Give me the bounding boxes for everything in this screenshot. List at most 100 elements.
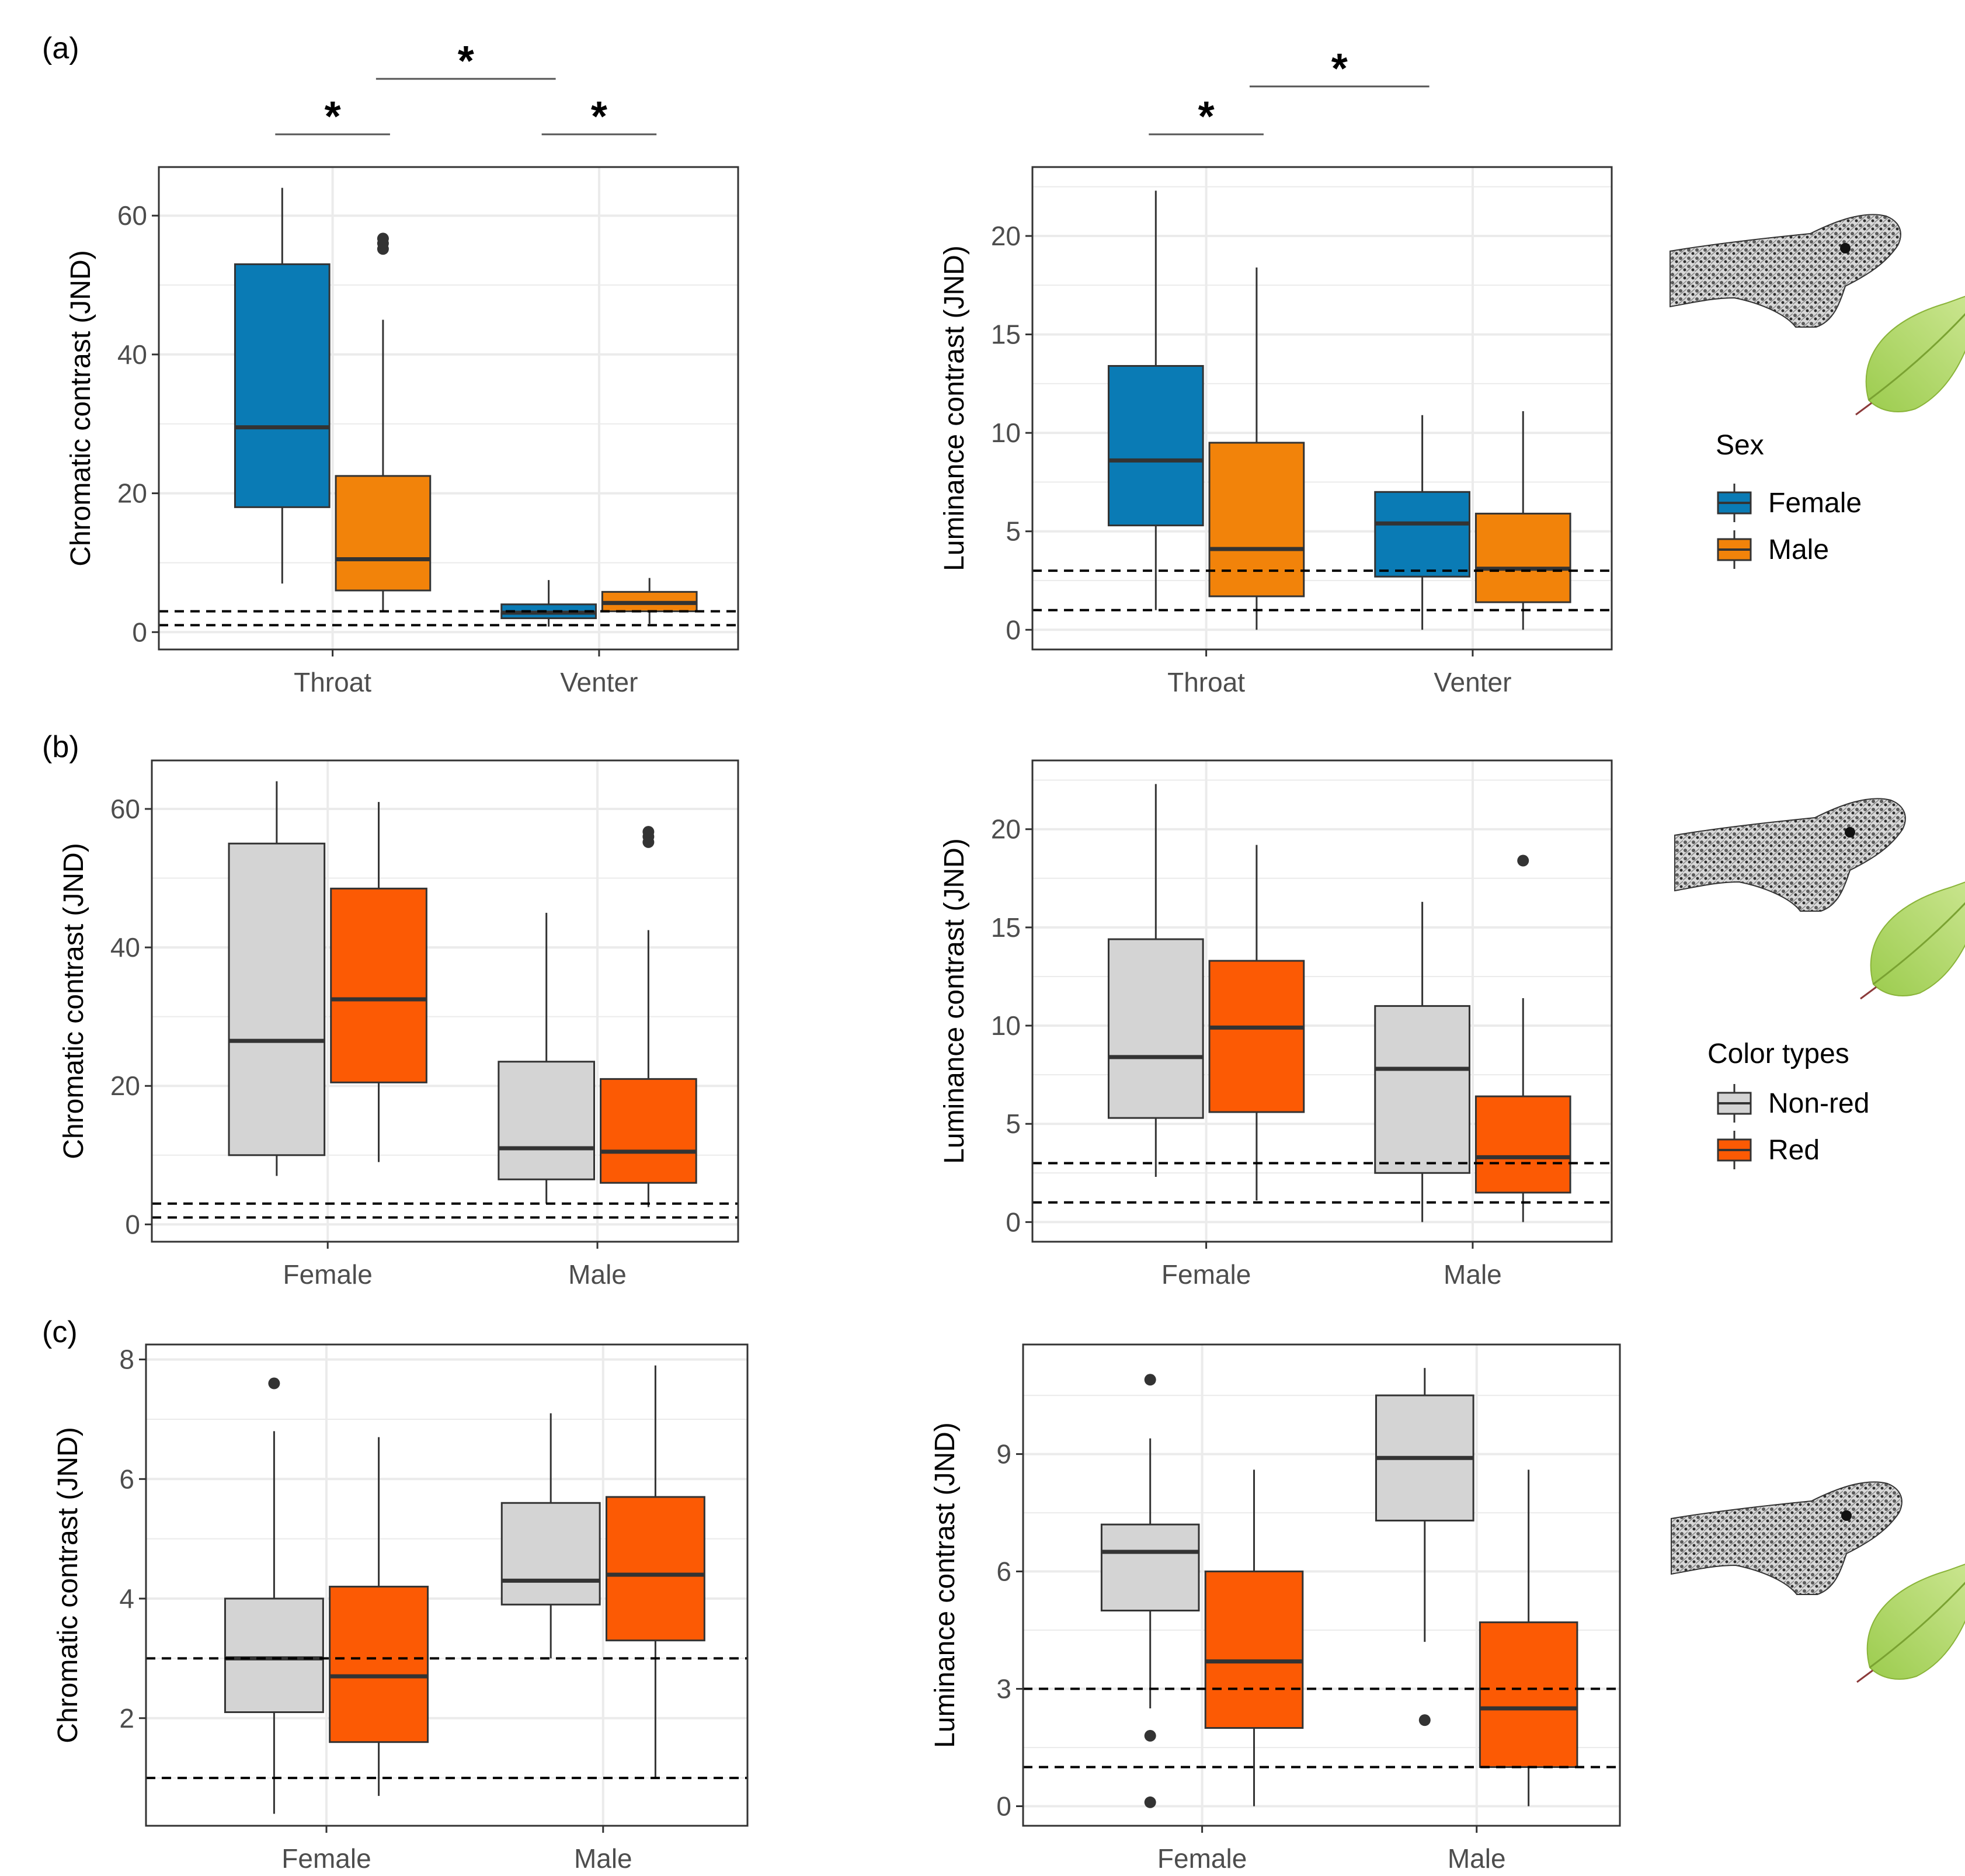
y-tick-label: 10: [991, 418, 1021, 448]
box-male-red: [600, 826, 697, 1207]
x-tick-label: Male: [1448, 1843, 1506, 1874]
outlier-point: [1418, 1714, 1431, 1726]
y-axis-title: Chromatic contrast (JND): [65, 250, 96, 566]
outlier-point: [642, 826, 655, 838]
box-venter-female: [500, 580, 597, 627]
y-tick-label: 2: [119, 1703, 134, 1733]
y-tick-label: 3: [996, 1674, 1011, 1704]
box-venter-male: [1474, 411, 1571, 630]
y-tick-label: 10: [991, 1010, 1021, 1041]
box-iqr: [330, 887, 427, 1083]
box-iqr: [498, 1061, 596, 1180]
significance-star: *: [458, 38, 474, 85]
box-iqr: [1374, 491, 1470, 578]
outlier-point: [1144, 1796, 1156, 1808]
box-iqr: [1474, 1095, 1571, 1194]
box-female-non-red: [1100, 1374, 1200, 1808]
legend-label-nonred: Non-red: [1768, 1088, 1869, 1119]
box-male-red: [1479, 1469, 1578, 1806]
plot-border: [1031, 166, 1613, 651]
x-tick-label: Venter: [560, 667, 638, 697]
box-iqr: [1479, 1621, 1578, 1769]
y-tick-label: 60: [117, 200, 147, 231]
x-tick-label: Throat: [294, 667, 371, 697]
plot-border: [145, 1343, 749, 1827]
plot-a-luminance: 0 5 10 15 20 Throat Venter Luminance contrast (…: [939, 46, 1613, 697]
box-iqr: [234, 263, 331, 508]
box-venter-female: [1374, 415, 1470, 630]
box-iqr: [600, 1078, 697, 1184]
plot-border: [158, 166, 739, 651]
x-tick-label: Female: [1161, 1259, 1251, 1290]
y-tick-label: 6: [119, 1464, 134, 1494]
y-tick-label: 60: [110, 794, 140, 824]
x-tick-label: Female: [283, 1259, 373, 1290]
significance-star: *: [325, 93, 341, 140]
lizard-leaf-illustration: [1669, 213, 1965, 416]
box-female-non-red: [228, 781, 326, 1176]
legend-color-types-title: Color types: [1707, 1038, 1849, 1069]
legend-key-red: [1717, 1131, 1752, 1169]
box-iqr: [1208, 960, 1305, 1113]
outlier-point: [268, 1377, 280, 1389]
y-tick-label: 5: [1006, 1109, 1021, 1139]
box-iqr: [224, 1597, 324, 1714]
y-tick-label: 40: [117, 339, 147, 370]
panel-label-a: (a): [42, 32, 79, 65]
outlier-point: [1144, 1374, 1156, 1386]
plot-c-luminance: 0 3 6 9 Female Male Luminance contrast (JND): [930, 1343, 1621, 1874]
x-tick-label: Male: [568, 1259, 627, 1290]
box-male-non-red: [500, 1413, 601, 1659]
box-male-non-red: [1375, 1368, 1474, 1726]
box-male-red: [605, 1365, 705, 1778]
panel-label-b: (b): [42, 730, 79, 764]
box-female-red: [330, 802, 427, 1162]
y-tick-label: 6: [996, 1557, 1011, 1587]
significance-star: *: [1331, 46, 1348, 92]
box-iqr: [605, 1496, 705, 1642]
box-venter-male: [601, 578, 698, 624]
y-tick-label: 40: [110, 932, 140, 963]
x-tick-label: Venter: [1434, 667, 1511, 697]
box-iqr: [228, 842, 326, 1156]
y-axis-title: Chromatic contrast (JND): [53, 1427, 84, 1743]
box-female-red: [1208, 845, 1305, 1201]
box-female-red: [329, 1437, 429, 1796]
box-male-red: [1474, 854, 1571, 1222]
y-axis-title: Chromatic contrast (JND): [58, 843, 89, 1159]
box-male-non-red: [498, 912, 596, 1204]
box-iqr: [1100, 1523, 1200, 1612]
plot-border: [151, 759, 739, 1243]
y-axis-title: Luminance contrast (JND): [939, 838, 970, 1164]
plot-c-chromatic: 2 4 6 8 Female Male Chromatic contrast (JND): [53, 1343, 749, 1874]
y-tick-label: 20: [991, 221, 1021, 251]
x-tick-label: Throat: [1167, 667, 1245, 697]
box-iqr: [1474, 512, 1571, 603]
legend-color-types: Color types Non-red Red: [1707, 1038, 1869, 1169]
significance-star: *: [1198, 93, 1215, 140]
x-tick-label: Female: [281, 1843, 371, 1874]
y-tick-label: 0: [132, 617, 147, 647]
box-throat-female: [1107, 190, 1204, 610]
plot-b-luminance: 0 5 10 15 20 Female Male Luminance contrast (JN…: [939, 759, 1613, 1290]
significance-bracket: *: [375, 38, 556, 85]
lizard-leaf-illustration: [1670, 1481, 1965, 1683]
legend-key-male: [1717, 530, 1752, 569]
box-throat-male: [335, 232, 432, 612]
box-female-red: [1204, 1469, 1304, 1806]
outlier-point: [1144, 1729, 1156, 1742]
box-iqr: [1107, 938, 1204, 1119]
y-tick-label: 20: [991, 814, 1021, 845]
y-tick-label: 9: [996, 1439, 1011, 1469]
plot-border: [1031, 759, 1613, 1243]
y-axis-title: Luminance contrast (JND): [930, 1422, 961, 1748]
y-tick-label: 0: [1006, 614, 1021, 645]
x-tick-label: Female: [1157, 1843, 1247, 1874]
y-tick-label: 15: [991, 319, 1021, 350]
x-tick-label: Male: [574, 1843, 632, 1874]
significance-bracket: *: [541, 93, 657, 140]
y-tick-label: 0: [1006, 1207, 1021, 1237]
significance-star: *: [591, 93, 607, 140]
y-tick-label: 4: [119, 1583, 134, 1614]
